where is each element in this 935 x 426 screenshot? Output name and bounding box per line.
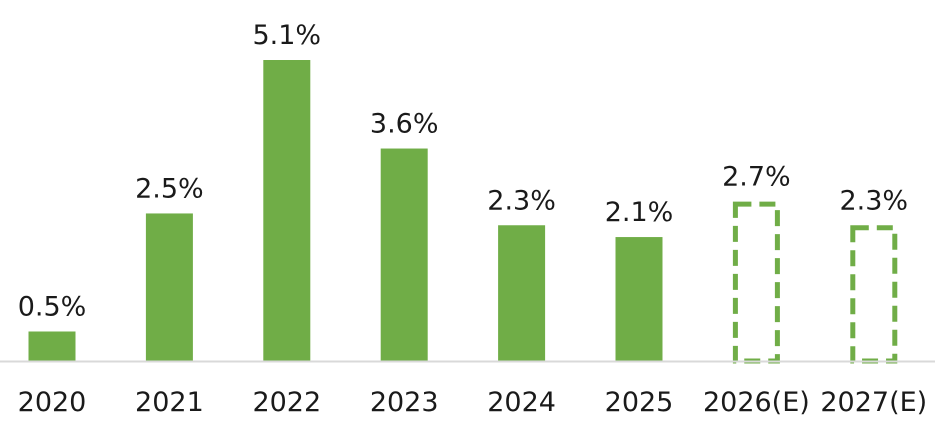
- data-label: 5.1%: [252, 20, 321, 51]
- data-label: 2.3%: [487, 185, 556, 216]
- data-labels-layer: 0.5% 2.5% 5.1% 3.6% 2.3% 2.1% 2.7% 2.3%: [18, 20, 908, 322]
- bar: [145, 213, 193, 361]
- data-label: 2.7%: [722, 162, 791, 193]
- bar: [615, 237, 663, 361]
- bars-layer: [28, 60, 898, 364]
- bar: [28, 331, 76, 361]
- data-label: 3.6%: [370, 109, 439, 140]
- x-tick-label: 2026(E): [703, 387, 810, 418]
- bar: [498, 225, 546, 361]
- x-tick-label: 2020: [18, 387, 87, 418]
- bar: [263, 60, 311, 361]
- estimate-bar: [732, 201, 780, 364]
- x-tick-label: 2022: [252, 387, 321, 418]
- bar: [380, 148, 428, 361]
- estimate-bar: [850, 225, 898, 364]
- x-tick-labels-layer: 2020 2021 2022 2023 2024 2025 2026(E) 2027(E): [18, 387, 928, 418]
- x-tick-label: 2021: [135, 387, 204, 418]
- x-tick-label: 2027(E): [820, 387, 927, 418]
- x-tick-label: 2025: [605, 387, 674, 418]
- x-tick-label: 2023: [370, 387, 439, 418]
- data-label: 2.3%: [839, 185, 908, 216]
- x-tick-label: 2024: [487, 387, 556, 418]
- data-label: 2.5%: [135, 173, 204, 204]
- data-label: 2.1%: [605, 197, 674, 228]
- data-label: 0.5%: [18, 291, 87, 322]
